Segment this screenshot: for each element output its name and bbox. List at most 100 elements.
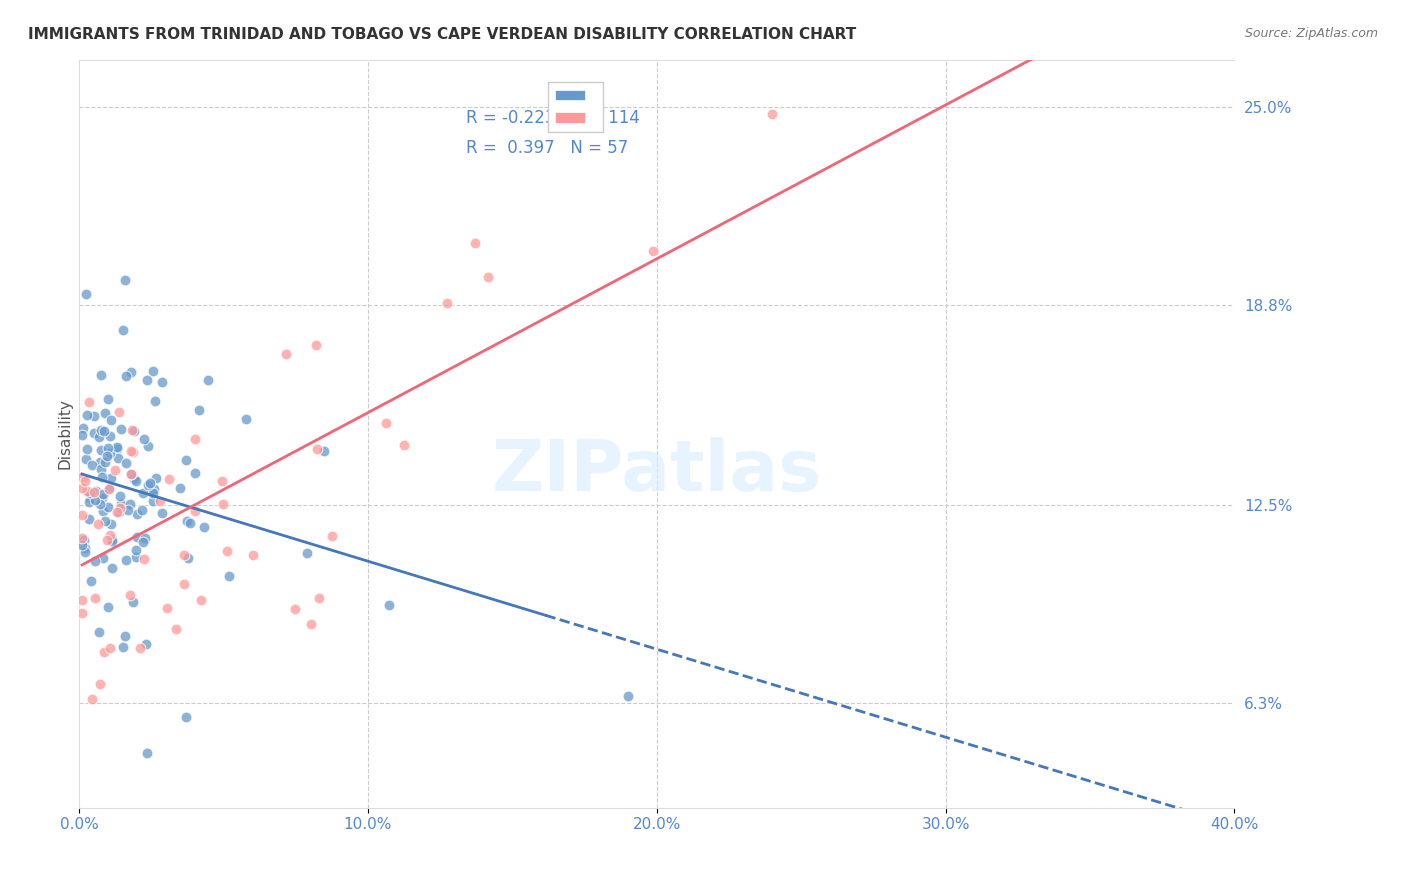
Immigrants from Trinidad and Tobago bbox=[169, 481, 191, 495]
Immigrants from Trinidad and Tobago bbox=[75, 452, 97, 467]
Immigrants from Trinidad and Tobago bbox=[312, 444, 335, 458]
Immigrants from Trinidad and Tobago bbox=[136, 478, 159, 492]
Cape Verdeans bbox=[93, 645, 115, 659]
Immigrants from Trinidad and Tobago bbox=[122, 424, 145, 438]
Text: IMMIGRANTS FROM TRINIDAD AND TOBAGO VS CAPE VERDEAN DISABILITY CORRELATION CHART: IMMIGRANTS FROM TRINIDAD AND TOBAGO VS C… bbox=[28, 27, 856, 42]
Immigrants from Trinidad and Tobago bbox=[125, 530, 148, 544]
Cape Verdeans bbox=[110, 501, 132, 516]
Cape Verdeans bbox=[284, 602, 307, 616]
Immigrants from Trinidad and Tobago bbox=[138, 476, 160, 491]
Y-axis label: Disability: Disability bbox=[58, 398, 72, 469]
Immigrants from Trinidad and Tobago bbox=[145, 471, 167, 485]
Immigrants from Trinidad and Tobago bbox=[80, 574, 103, 588]
Immigrants from Trinidad and Tobago bbox=[136, 747, 159, 761]
Immigrants from Trinidad and Tobago bbox=[142, 493, 165, 508]
Immigrants from Trinidad and Tobago bbox=[89, 430, 111, 444]
Immigrants from Trinidad and Tobago bbox=[110, 497, 132, 511]
Cape Verdeans bbox=[641, 244, 664, 258]
Immigrants from Trinidad and Tobago bbox=[125, 474, 148, 488]
Immigrants from Trinidad and Tobago bbox=[90, 461, 112, 475]
Immigrants from Trinidad and Tobago bbox=[84, 553, 107, 567]
Cape Verdeans bbox=[165, 622, 187, 636]
Cape Verdeans bbox=[73, 474, 96, 488]
Cape Verdeans bbox=[122, 445, 145, 459]
Immigrants from Trinidad and Tobago bbox=[72, 421, 94, 435]
Immigrants from Trinidad and Tobago bbox=[125, 543, 148, 558]
Immigrants from Trinidad and Tobago bbox=[142, 486, 165, 500]
Cape Verdeans bbox=[108, 404, 131, 418]
Cape Verdeans bbox=[761, 106, 783, 120]
Cape Verdeans bbox=[132, 552, 155, 566]
Cape Verdeans bbox=[477, 269, 499, 284]
Immigrants from Trinidad and Tobago bbox=[73, 545, 96, 559]
Immigrants from Trinidad and Tobago bbox=[97, 599, 120, 614]
Text: Source: ZipAtlas.com: Source: ZipAtlas.com bbox=[1244, 27, 1378, 40]
Immigrants from Trinidad and Tobago bbox=[100, 517, 122, 532]
Immigrants from Trinidad and Tobago bbox=[83, 409, 105, 424]
Immigrants from Trinidad and Tobago bbox=[120, 365, 142, 379]
Immigrants from Trinidad and Tobago bbox=[121, 595, 143, 609]
Immigrants from Trinidad and Tobago bbox=[134, 531, 156, 545]
Text: R = -0.223   N = 114: R = -0.223 N = 114 bbox=[467, 109, 640, 128]
Immigrants from Trinidad and Tobago bbox=[177, 551, 200, 566]
Immigrants from Trinidad and Tobago bbox=[90, 469, 112, 483]
Immigrants from Trinidad and Tobago bbox=[235, 412, 257, 426]
Immigrants from Trinidad and Tobago bbox=[94, 406, 117, 420]
Immigrants from Trinidad and Tobago bbox=[73, 541, 96, 555]
Cape Verdeans bbox=[211, 474, 233, 488]
Immigrants from Trinidad and Tobago bbox=[93, 551, 115, 566]
Immigrants from Trinidad and Tobago bbox=[174, 453, 197, 467]
Immigrants from Trinidad and Tobago bbox=[111, 640, 134, 654]
Immigrants from Trinidad and Tobago bbox=[97, 500, 120, 515]
Cape Verdeans bbox=[70, 531, 93, 545]
Immigrants from Trinidad and Tobago bbox=[98, 429, 121, 443]
Immigrants from Trinidad and Tobago bbox=[114, 629, 136, 643]
Immigrants from Trinidad and Tobago bbox=[131, 534, 153, 549]
Cape Verdeans bbox=[436, 295, 458, 310]
Immigrants from Trinidad and Tobago bbox=[378, 599, 401, 613]
Cape Verdeans bbox=[70, 470, 93, 484]
Immigrants from Trinidad and Tobago bbox=[89, 497, 111, 511]
Immigrants from Trinidad and Tobago bbox=[136, 438, 159, 452]
Cape Verdeans bbox=[464, 236, 486, 251]
Immigrants from Trinidad and Tobago bbox=[115, 456, 138, 470]
Immigrants from Trinidad and Tobago bbox=[87, 625, 110, 640]
Cape Verdeans bbox=[184, 432, 207, 446]
Immigrants from Trinidad and Tobago bbox=[83, 426, 105, 441]
Immigrants from Trinidad and Tobago bbox=[89, 455, 111, 469]
Immigrants from Trinidad and Tobago bbox=[120, 497, 142, 511]
Immigrants from Trinidad and Tobago bbox=[93, 425, 115, 439]
Immigrants from Trinidad and Tobago bbox=[101, 533, 124, 547]
Immigrants from Trinidad and Tobago bbox=[105, 440, 128, 454]
Immigrants from Trinidad and Tobago bbox=[79, 491, 101, 505]
Immigrants from Trinidad and Tobago bbox=[132, 486, 155, 500]
Cape Verdeans bbox=[118, 588, 141, 602]
Cape Verdeans bbox=[80, 692, 103, 706]
Immigrants from Trinidad and Tobago bbox=[111, 323, 134, 337]
Cape Verdeans bbox=[305, 337, 328, 351]
Legend: , : , bbox=[548, 82, 603, 132]
Cape Verdeans bbox=[120, 443, 142, 458]
Immigrants from Trinidad and Tobago bbox=[218, 569, 240, 583]
Cape Verdeans bbox=[242, 548, 264, 562]
Immigrants from Trinidad and Tobago bbox=[152, 375, 174, 389]
Immigrants from Trinidad and Tobago bbox=[96, 450, 118, 464]
Immigrants from Trinidad and Tobago bbox=[114, 552, 136, 566]
Immigrants from Trinidad and Tobago bbox=[142, 483, 165, 497]
Immigrants from Trinidad and Tobago bbox=[97, 441, 120, 455]
Immigrants from Trinidad and Tobago bbox=[70, 538, 93, 552]
Immigrants from Trinidad and Tobago bbox=[97, 392, 120, 406]
Immigrants from Trinidad and Tobago bbox=[179, 516, 201, 530]
Immigrants from Trinidad and Tobago bbox=[117, 502, 139, 516]
Immigrants from Trinidad and Tobago bbox=[93, 487, 115, 501]
Cape Verdeans bbox=[83, 591, 105, 605]
Cape Verdeans bbox=[274, 347, 297, 361]
Cape Verdeans bbox=[89, 676, 111, 690]
Immigrants from Trinidad and Tobago bbox=[76, 442, 98, 457]
Immigrants from Trinidad and Tobago bbox=[84, 483, 107, 498]
Immigrants from Trinidad and Tobago bbox=[108, 505, 131, 519]
Immigrants from Trinidad and Tobago bbox=[93, 514, 115, 528]
Cape Verdeans bbox=[97, 482, 120, 496]
Immigrants from Trinidad and Tobago bbox=[135, 637, 157, 651]
Immigrants from Trinidad and Tobago bbox=[122, 472, 145, 486]
